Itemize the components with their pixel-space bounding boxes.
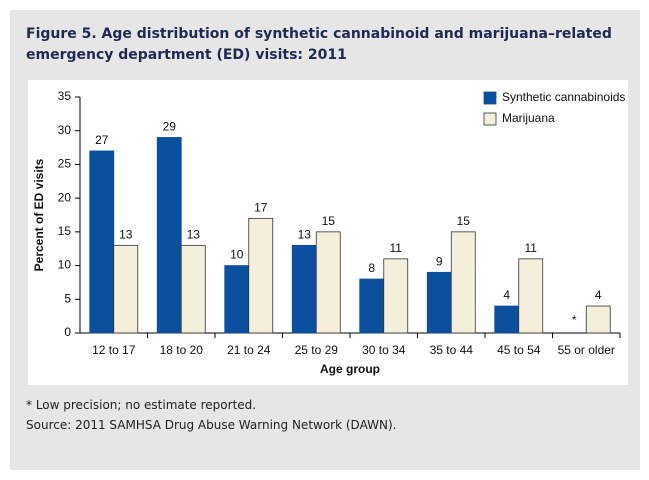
value-label: 11 bbox=[525, 241, 538, 255]
bar bbox=[224, 265, 250, 334]
x-tick-label: 45 to 54 bbox=[497, 343, 541, 357]
value-label: 29 bbox=[163, 120, 177, 134]
x-tick-label: 12 to 17 bbox=[92, 343, 136, 357]
value-label: 11 bbox=[390, 241, 403, 255]
y-tick-label: 30 bbox=[58, 123, 72, 137]
bar bbox=[315, 231, 341, 334]
value-label: 9 bbox=[436, 254, 443, 268]
value-label: 27 bbox=[95, 133, 109, 147]
value-label: 15 bbox=[457, 214, 471, 228]
y-tick-label: 15 bbox=[58, 224, 72, 238]
value-label: 10 bbox=[230, 248, 244, 262]
chart: Percent of ED visits Age group 0 5 10 15 20 2… bbox=[28, 80, 628, 385]
y-tick-label: 10 bbox=[58, 258, 72, 272]
source-note: Source: 2011 SAMHSA Drug Abuse Warning N… bbox=[26, 418, 397, 432]
bar bbox=[518, 258, 544, 334]
y-tick-label: 20 bbox=[58, 190, 72, 204]
y-axis-title: Percent of ED visits bbox=[32, 158, 46, 271]
bar bbox=[426, 271, 452, 334]
value-label: 4 bbox=[503, 288, 510, 302]
value-label: 17 bbox=[254, 201, 268, 215]
x-tick-label: 35 to 44 bbox=[430, 343, 474, 357]
y-tick-label: 25 bbox=[58, 157, 72, 171]
chart-title: Figure 5. Age distribution of synthetic … bbox=[26, 26, 612, 63]
x-tick-label: 55 or older bbox=[558, 343, 615, 357]
legend-label: Marijuana bbox=[502, 111, 555, 125]
bar bbox=[291, 244, 317, 334]
value-label: * bbox=[572, 313, 577, 327]
value-label: 4 bbox=[595, 288, 602, 302]
bar bbox=[383, 258, 409, 334]
value-label: 13 bbox=[187, 228, 201, 242]
x-tick-label: 21 to 24 bbox=[227, 343, 271, 357]
x-tick-label: 30 to 34 bbox=[362, 343, 406, 357]
bar bbox=[359, 278, 385, 334]
value-label: 8 bbox=[368, 261, 375, 275]
legend-label: Synthetic cannabinoids bbox=[502, 90, 625, 104]
x-tick-label: 25 to 29 bbox=[295, 343, 339, 357]
bar bbox=[180, 244, 206, 334]
y-tick-label: 5 bbox=[64, 291, 71, 305]
bar bbox=[113, 244, 139, 334]
x-axis-title: Age group bbox=[320, 362, 380, 376]
y-tick-label: 35 bbox=[58, 89, 72, 103]
bar bbox=[494, 305, 520, 334]
value-label: 13 bbox=[298, 228, 312, 242]
legend-swatch bbox=[483, 112, 497, 126]
value-label: 15 bbox=[322, 214, 336, 228]
bar bbox=[450, 231, 476, 334]
bar bbox=[89, 150, 115, 334]
bar bbox=[156, 137, 182, 334]
x-tick-label: 18 to 20 bbox=[160, 343, 204, 357]
y-tick-label: 0 bbox=[64, 325, 71, 339]
bar bbox=[585, 305, 611, 334]
footnote: * Low precision; no estimate reported. bbox=[26, 398, 257, 412]
legend-swatch bbox=[483, 91, 497, 105]
bar bbox=[248, 217, 274, 334]
value-label: 13 bbox=[119, 228, 133, 242]
